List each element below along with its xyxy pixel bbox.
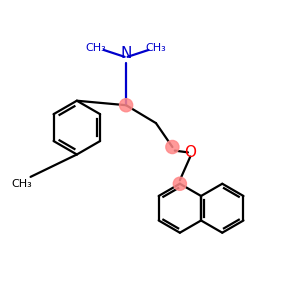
Circle shape xyxy=(173,177,186,190)
Circle shape xyxy=(119,99,133,112)
Text: CH₃: CH₃ xyxy=(146,44,166,53)
Text: O: O xyxy=(184,146,196,160)
Circle shape xyxy=(166,140,179,154)
Text: N: N xyxy=(120,46,132,61)
Text: CH₃: CH₃ xyxy=(86,44,106,53)
Text: CH₃: CH₃ xyxy=(12,179,33,189)
